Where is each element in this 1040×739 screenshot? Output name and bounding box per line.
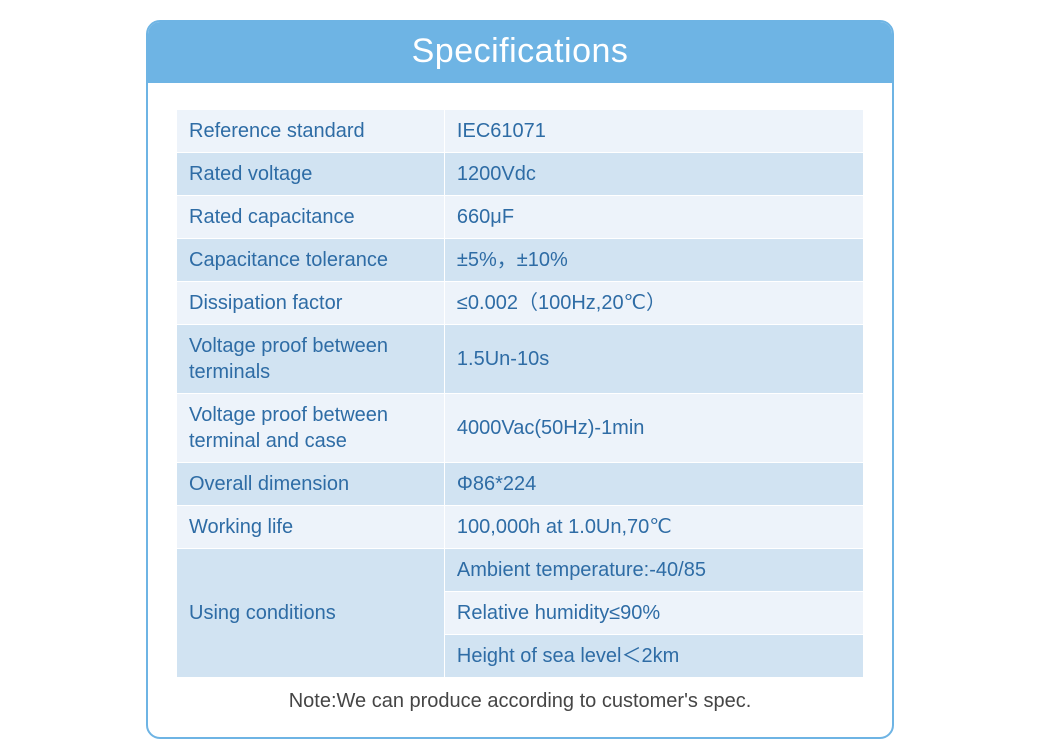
- spec-value: Height of sea level＜2km: [444, 635, 863, 678]
- spec-key: Using conditions: [177, 549, 445, 678]
- specifications-panel: Specifications Reference standardIEC6107…: [146, 20, 894, 739]
- spec-key: Rated capacitance: [177, 196, 445, 239]
- spec-value: IEC61071: [444, 110, 863, 153]
- specifications-table: Reference standardIEC61071Rated voltage1…: [176, 109, 864, 678]
- table-row: Rated capacitance660μF: [177, 196, 864, 239]
- panel-title: Specifications: [148, 22, 892, 83]
- spec-value: Ambient temperature:-40/85: [444, 549, 863, 592]
- panel-body: Reference standardIEC61071Rated voltage1…: [148, 83, 892, 737]
- spec-value: Relative humidity≤90%: [444, 592, 863, 635]
- spec-value: ±5%，±10%: [444, 239, 863, 282]
- spec-value: ≤0.002（100Hz,20℃）: [444, 282, 863, 325]
- table-row: Voltage proof between terminals1.5Un-10s: [177, 325, 864, 394]
- table-row: Capacitance tolerance±5%，±10%: [177, 239, 864, 282]
- spec-key: Voltage proof between terminal and case: [177, 394, 445, 463]
- spec-key: Overall dimension: [177, 463, 445, 506]
- spec-value: 4000Vac(50Hz)-1min: [444, 394, 863, 463]
- table-row: Using conditionsAmbient temperature:-40/…: [177, 549, 864, 592]
- table-row: Working life100,000h at 1.0Un,70℃: [177, 506, 864, 549]
- table-row: Reference standardIEC61071: [177, 110, 864, 153]
- spec-value: 1200Vdc: [444, 153, 863, 196]
- table-row: Overall dimensionΦ86*224: [177, 463, 864, 506]
- spec-value: 1.5Un-10s: [444, 325, 863, 394]
- spec-key: Dissipation factor: [177, 282, 445, 325]
- table-row: Voltage proof between terminal and case4…: [177, 394, 864, 463]
- table-row: Dissipation factor≤0.002（100Hz,20℃）: [177, 282, 864, 325]
- spec-key: Rated voltage: [177, 153, 445, 196]
- spec-key: Capacitance tolerance: [177, 239, 445, 282]
- spec-key: Working life: [177, 506, 445, 549]
- spec-value: 100,000h at 1.0Un,70℃: [444, 506, 863, 549]
- table-row: Rated voltage1200Vdc: [177, 153, 864, 196]
- spec-key: Voltage proof between terminals: [177, 325, 445, 394]
- spec-value: Φ86*224: [444, 463, 863, 506]
- spec-value: 660μF: [444, 196, 863, 239]
- spec-key: Reference standard: [177, 110, 445, 153]
